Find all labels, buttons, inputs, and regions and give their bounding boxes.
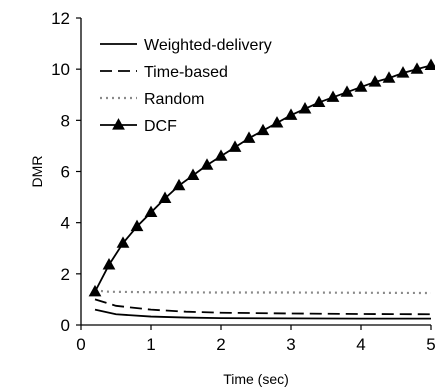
data-point: [102, 258, 116, 270]
data-point: [186, 168, 200, 180]
y-tick-label: 12: [51, 9, 70, 28]
series-weighted-delivery: [94, 308, 431, 320]
y-axis-title: DMR: [29, 156, 45, 188]
data-point: [368, 75, 382, 87]
y-tick-label: 8: [61, 111, 70, 130]
series-time-based: [94, 298, 432, 316]
legend-item: Random: [100, 91, 204, 108]
data-point: [298, 102, 312, 114]
legend-label: Weighted-delivery: [144, 37, 272, 54]
y-tick-label: 10: [51, 60, 70, 79]
data-point: [424, 58, 435, 70]
data-point: [228, 140, 242, 152]
x-tick-label: 3: [286, 335, 295, 354]
legend-marker: [112, 118, 125, 130]
data-point: [284, 108, 298, 120]
series-line: [94, 298, 432, 316]
x-tick-label: 0: [76, 335, 85, 354]
legend-item: Time-based: [100, 64, 228, 81]
legend-label: DCF: [144, 118, 177, 135]
data-point: [312, 95, 326, 108]
series-random: [94, 289, 432, 295]
data-point: [172, 178, 186, 191]
x-tick-label: 1: [146, 335, 155, 354]
series-line: [94, 308, 431, 320]
data-point: [354, 80, 368, 92]
data-point: [270, 116, 284, 128]
x-axis-title: Time (sec): [223, 371, 289, 387]
y-axis: 0 2 4 6 8 10 12: [51, 9, 81, 335]
data-point: [116, 236, 130, 248]
x-tick-label: 4: [356, 335, 365, 354]
data-point: [158, 191, 172, 203]
data-point: [256, 123, 270, 136]
x-tick-label: 2: [216, 335, 225, 354]
legend-label: Time-based: [144, 64, 228, 81]
data-point: [340, 85, 354, 97]
data-point: [200, 158, 214, 170]
series-line: [94, 289, 432, 295]
data-point: [214, 149, 228, 161]
data-point: [88, 284, 102, 297]
legend: Weighted-delivery Time-based Random DCF: [100, 37, 272, 135]
legend-label: Random: [144, 91, 204, 108]
data-point: [410, 62, 424, 74]
y-tick-label: 6: [61, 163, 70, 182]
x-tick-label: 5: [426, 335, 435, 354]
data-point: [396, 66, 410, 78]
y-tick-label: 0: [61, 316, 70, 335]
data-point: [326, 90, 340, 102]
data-point: [130, 219, 144, 232]
data-point: [144, 205, 158, 218]
plot-area: [80, 18, 431, 326]
legend-item: Weighted-delivery: [100, 37, 272, 54]
data-point: [382, 71, 396, 83]
x-axis: 0 1 2 3 4 5: [76, 325, 435, 354]
series-layer: [88, 58, 435, 320]
y-tick-label: 2: [61, 265, 70, 284]
legend-item: DCF: [100, 118, 177, 135]
data-point: [242, 131, 256, 143]
series-dcf: [88, 58, 435, 297]
y-tick-label: 4: [61, 214, 70, 233]
